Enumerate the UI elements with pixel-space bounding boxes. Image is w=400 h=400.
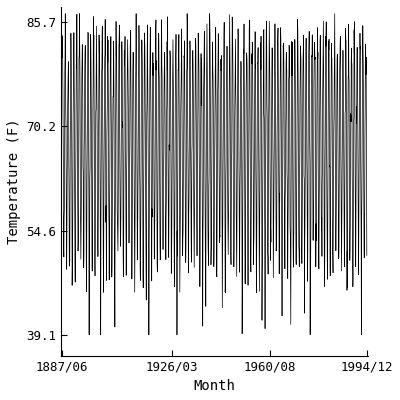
- Y-axis label: Temperature (F): Temperature (F): [7, 118, 21, 244]
- X-axis label: Month: Month: [194, 379, 236, 393]
